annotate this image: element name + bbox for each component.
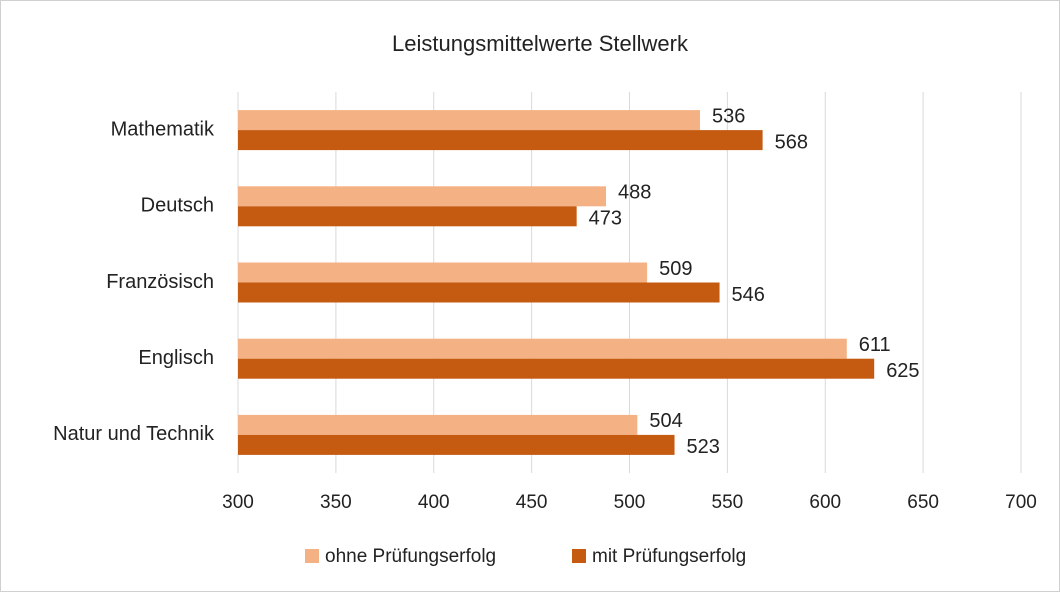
legend-label: mit Prüfungserfolg (592, 546, 746, 567)
y-tick-label: Englisch (138, 347, 214, 369)
bar (238, 282, 720, 303)
x-tick-label: 500 (614, 492, 646, 513)
y-tick-label: Deutsch (141, 195, 214, 217)
bar (238, 130, 763, 151)
value-label: 509 (659, 258, 692, 280)
x-tick-label: 650 (907, 492, 939, 513)
chart-title: Leistungsmittelwerte Stellwerk (392, 31, 689, 56)
bar (238, 110, 700, 131)
value-label: 523 (687, 436, 720, 458)
x-tick-label: 400 (418, 492, 450, 513)
legend-swatch (572, 549, 586, 563)
x-tick-label: 550 (712, 492, 744, 513)
bar (238, 186, 607, 207)
value-label: 473 (589, 208, 622, 230)
x-tick-label: 350 (320, 492, 352, 513)
value-label: 536 (712, 105, 745, 127)
bar (238, 206, 577, 227)
x-tick-label: 700 (1005, 492, 1037, 513)
value-label: 611 (859, 334, 891, 356)
bar (238, 434, 675, 455)
bar (238, 414, 638, 435)
value-label: 568 (775, 131, 808, 153)
x-tick-label: 600 (809, 492, 841, 513)
y-tick-label: Natur und Technik (53, 423, 215, 445)
value-label: 488 (618, 182, 651, 204)
value-label: 546 (732, 284, 765, 306)
x-tick-label: 300 (222, 492, 254, 513)
y-tick-label: Französisch (106, 271, 214, 293)
legend-label: ohne Prüfungserfolg (325, 546, 496, 567)
y-tick-label: Mathematik (111, 118, 215, 140)
value-label: 625 (886, 360, 919, 382)
value-label: 504 (649, 410, 682, 432)
bar (238, 358, 875, 379)
legend-swatch (305, 549, 319, 563)
bar (238, 338, 847, 359)
x-tick-label: 450 (516, 492, 548, 513)
bar (238, 262, 648, 283)
